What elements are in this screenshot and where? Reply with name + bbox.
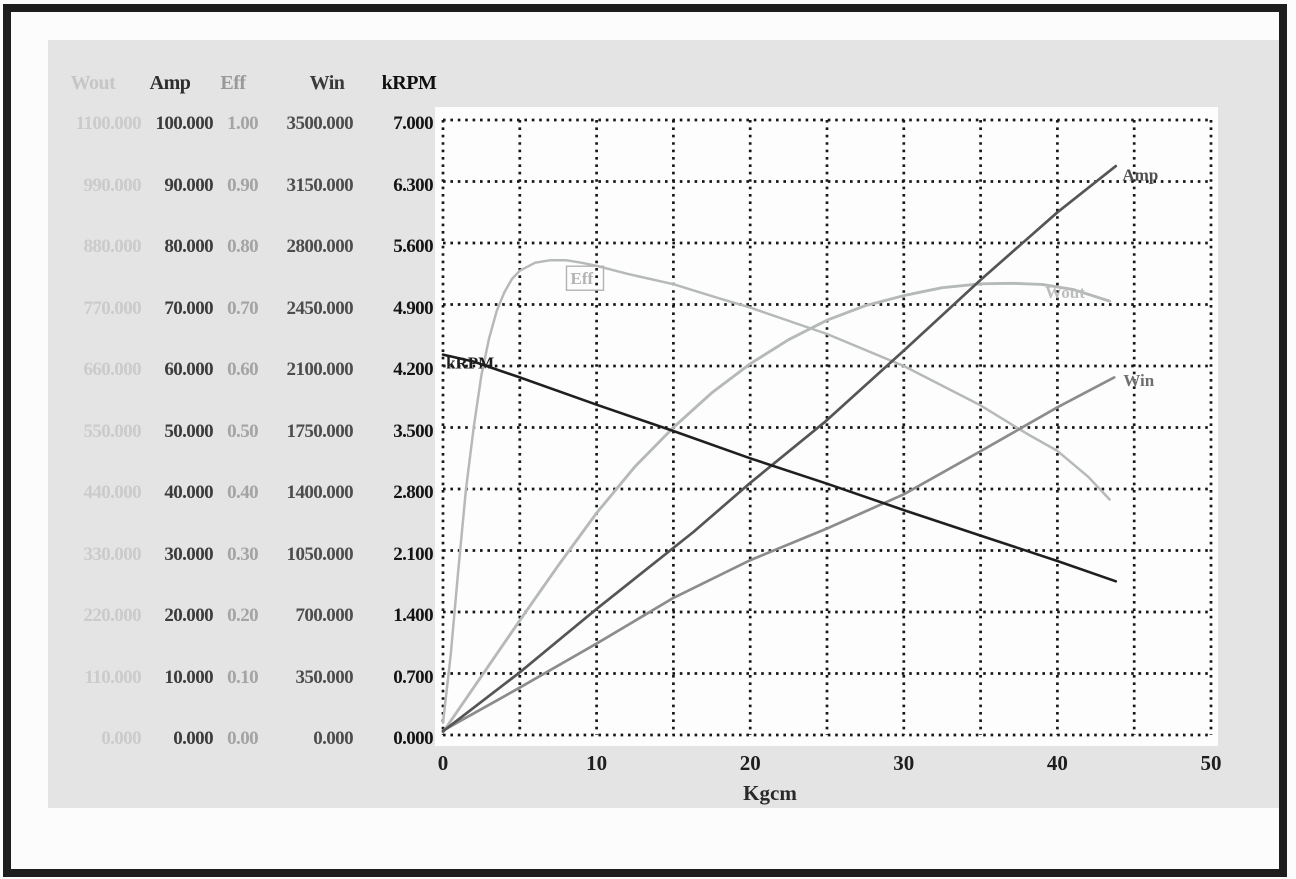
axis-value-win: 1050.000 xyxy=(286,543,354,565)
axis-value-wout: 660.000 xyxy=(83,359,141,380)
column-header-win: Win xyxy=(309,72,345,94)
series-eff-line xyxy=(441,258,1111,724)
axis-value-win: 3500.000 xyxy=(286,113,354,134)
axis-value-wout: 1100.000 xyxy=(75,113,142,134)
series-amp-line xyxy=(441,164,1118,733)
x-tick-label: 40 xyxy=(1047,751,1068,775)
x-axis-label: Kgcm xyxy=(743,781,797,805)
axis-value-amp: 30.000 xyxy=(164,543,213,565)
x-tick-label: 0 xyxy=(438,751,449,775)
axis-value-krpm: 1.400 xyxy=(393,605,433,626)
series-wout-line xyxy=(441,281,1112,734)
axis-value-eff: 1.00 xyxy=(227,113,258,134)
axis-value-win: 2100.000 xyxy=(286,359,354,380)
axis-value-eff: 0.10 xyxy=(227,666,258,688)
axis-value-eff: 0.70 xyxy=(227,297,258,319)
axis-value-wout: 0.000 xyxy=(101,728,141,749)
axis-value-win: 350.000 xyxy=(295,666,353,688)
axis-value-eff: 0.20 xyxy=(227,605,258,626)
axis-value-eff: 0.60 xyxy=(227,359,258,380)
axis-value-krpm: 0.700 xyxy=(393,666,433,688)
series-label-eff: Eff xyxy=(570,269,593,288)
axis-value-krpm: 0.000 xyxy=(393,728,433,749)
axis-value-amp: 50.000 xyxy=(164,420,213,442)
axis-value-krpm: 6.300 xyxy=(393,174,433,196)
series-label-amp: Amp xyxy=(1122,165,1158,184)
axis-value-amp: 100.000 xyxy=(155,113,213,134)
series-label-wout: Wout xyxy=(1045,283,1085,302)
axis-value-eff: 0.40 xyxy=(227,482,258,503)
x-tick-label: 10 xyxy=(586,751,607,775)
axis-value-win: 1400.000 xyxy=(286,482,354,503)
series-krpm-line xyxy=(441,353,1118,583)
axis-value-krpm: 4.200 xyxy=(393,359,433,380)
series-win-line xyxy=(441,376,1116,732)
axis-value-win: 0.000 xyxy=(313,728,353,749)
axis-value-amp: 90.000 xyxy=(164,174,213,196)
axis-value-amp: 80.000 xyxy=(164,236,213,257)
axis-value-win: 3150.000 xyxy=(286,174,354,196)
axis-value-eff: 0.90 xyxy=(227,174,258,196)
axis-value-eff: 0.30 xyxy=(227,543,258,565)
axis-value-amp: 40.000 xyxy=(164,482,213,503)
axis-value-wout: 770.000 xyxy=(83,297,141,319)
x-tick-label: 20 xyxy=(740,751,761,775)
outer-border xyxy=(3,4,1287,877)
column-header-amp: Amp xyxy=(149,72,191,94)
axis-value-krpm: 3.500 xyxy=(393,420,433,442)
axis-value-krpm: 2.100 xyxy=(393,543,433,565)
axis-value-wout: 330.000 xyxy=(83,543,141,565)
axis-value-win: 2450.000 xyxy=(286,297,354,319)
axis-value-amp: 10.000 xyxy=(164,666,213,688)
column-header-wout: Wout xyxy=(70,72,116,94)
axis-value-wout: 880.000 xyxy=(83,236,141,257)
axis-value-eff: 0.80 xyxy=(227,236,258,257)
axis-value-krpm: 2.800 xyxy=(393,482,433,503)
x-tick-label: 30 xyxy=(893,751,914,775)
axis-value-wout: 110.000 xyxy=(84,666,141,688)
axis-value-amp: 20.000 xyxy=(164,605,213,626)
axis-value-eff: 0.00 xyxy=(227,728,258,749)
series-label-win: Win xyxy=(1123,371,1154,390)
axis-value-win: 700.000 xyxy=(295,605,353,626)
eff-label-box xyxy=(565,265,605,291)
axis-value-amp: 0.000 xyxy=(173,728,213,749)
x-tick-label: 50 xyxy=(1201,751,1222,775)
axis-value-krpm: 4.900 xyxy=(393,297,433,319)
axis-value-amp: 60.000 xyxy=(164,359,213,380)
series-label-krpm: kRPM xyxy=(446,354,494,373)
axis-value-wout: 990.000 xyxy=(83,174,141,196)
axis-value-wout: 440.000 xyxy=(83,482,141,503)
axis-value-win: 1750.000 xyxy=(286,420,354,442)
axis-value-wout: 550.000 xyxy=(83,420,141,442)
column-header-krpm: kRPM xyxy=(381,72,437,94)
axis-value-amp: 70.000 xyxy=(164,297,213,319)
axis-value-wout: 220.000 xyxy=(83,605,141,626)
column-header-eff: Eff xyxy=(220,72,246,94)
axis-value-krpm: 5.600 xyxy=(393,236,433,257)
axis-value-win: 2800.000 xyxy=(286,236,354,257)
axis-value-eff: 0.50 xyxy=(227,420,258,442)
axis-value-krpm: 7.000 xyxy=(393,113,433,134)
